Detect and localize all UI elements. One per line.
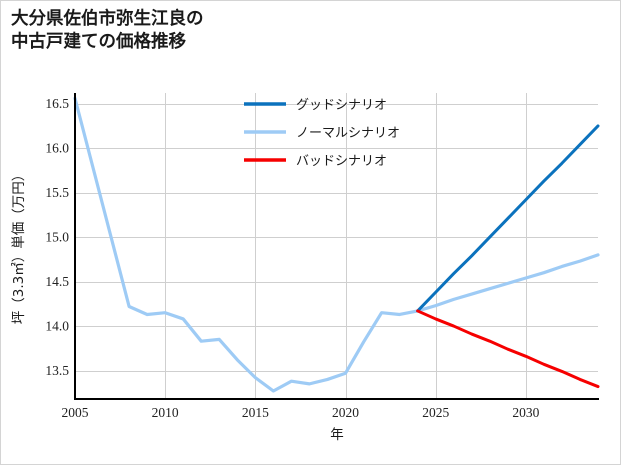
y-tick-label: 15.0 [45,230,69,245]
y-tick-label: 13.5 [45,363,69,378]
series-lines [73,96,600,393]
y-axis-title: 坪（3.3㎡）単価（万円） [11,168,27,324]
y-tick-label: 16.5 [45,96,69,111]
x-tick-label: 2020 [332,405,359,420]
legend-label-1: ノーマルシナリオ [296,126,400,141]
series-line-good [416,124,600,313]
x-axis-title: 年 [330,427,344,443]
page-title-line-1: 中古戸建ての価格推移 [11,32,186,53]
axis-spines [73,93,599,401]
x-tick-label: 2025 [422,405,449,420]
y-tick-label: 14.5 [45,274,69,289]
x-tick-label: 2005 [62,405,89,420]
y-tick-label: 15.5 [45,185,69,200]
x-tick-label: 2010 [152,405,179,420]
legend-label-2: バッドシナリオ [296,154,387,169]
y-tick-label: 16.0 [45,141,69,156]
y-tick-label: 14.0 [45,319,69,334]
series-line-normal [73,96,600,393]
page-title: 大分県佐伯市弥生江良の 中古戸建ての価格推移 [11,8,204,54]
y-tick-labels: 13.5 14.0 14.5 15.0 15.5 16.0 16.5 [45,96,69,378]
series-line-bad [416,309,600,389]
x-tick-label: 2030 [512,405,539,420]
page-title-line-0: 大分県佐伯市弥生江良の [11,9,204,29]
legend-label-0: グッドシナリオ [296,98,387,113]
x-tick-label: 2015 [242,405,269,420]
x-tick-labels: 2005 2010 2015 2020 2025 2030 [62,405,540,420]
